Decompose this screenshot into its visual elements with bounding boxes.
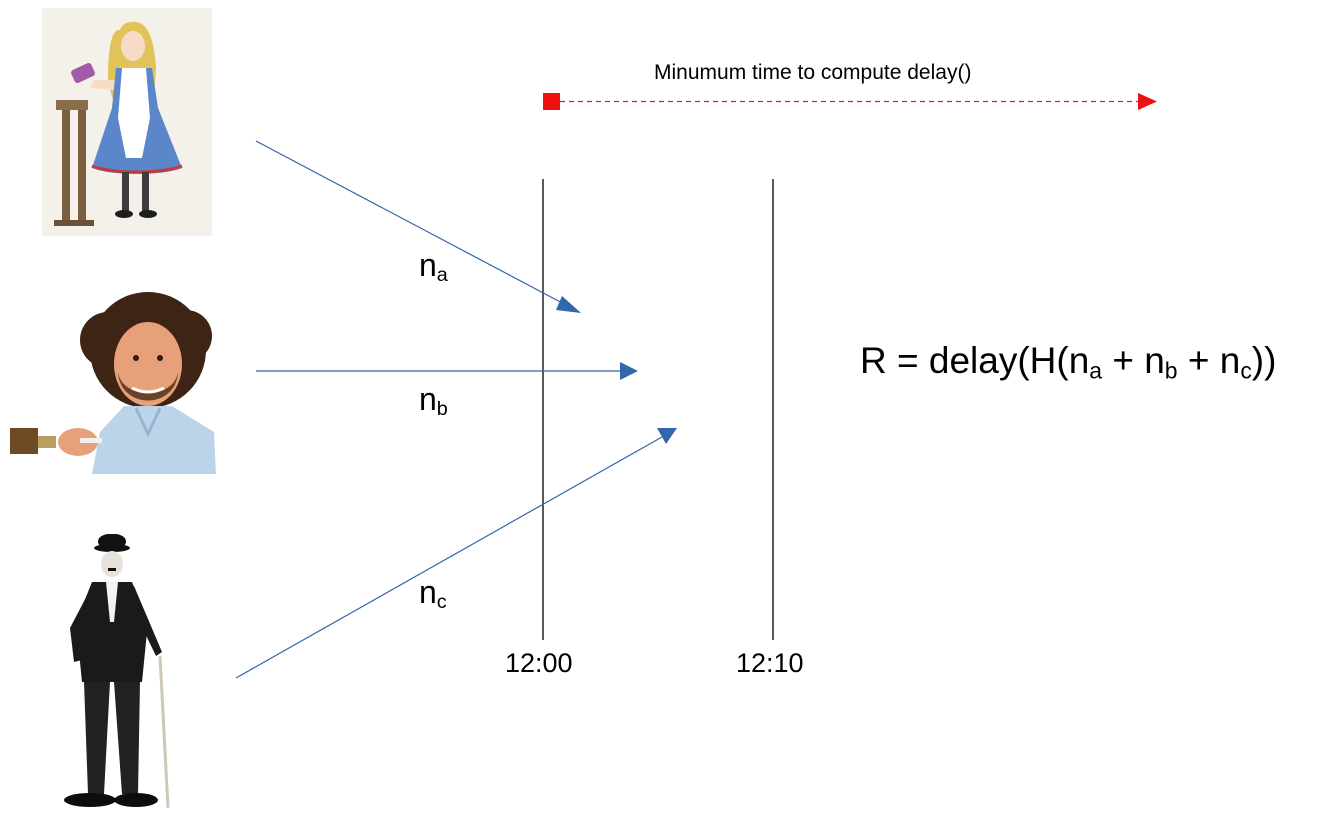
formula: R = delay(H(na + nb + nc))	[860, 340, 1276, 382]
label-n-b-base: n	[419, 381, 437, 417]
arrow-n-a-head	[556, 296, 581, 313]
label-n-c-base: n	[419, 574, 437, 610]
formula-n-c: n	[1219, 340, 1241, 381]
label-n-c: nc	[419, 574, 447, 613]
label-n-c-sub: c	[436, 590, 447, 613]
label-n-b: nb	[419, 381, 448, 420]
arrow-n-c	[235, 436, 663, 679]
arrow-n-c-head	[657, 428, 677, 444]
charlie-chaplin-photo	[64, 534, 170, 809]
alice-illustration	[42, 8, 212, 236]
formula-sub-a: a	[1089, 357, 1103, 384]
label-n-a-base: n	[419, 247, 437, 283]
formula-prefix: R = delay(H(	[860, 340, 1069, 381]
label-n-a-sub: a	[436, 263, 448, 286]
label-n-b-sub: b	[436, 397, 448, 420]
formula-sub-b: b	[1164, 357, 1178, 384]
arrow-n-b-head	[620, 362, 638, 380]
time-label-1210: 12:10	[736, 648, 804, 678]
formula-n-a: n	[1068, 340, 1090, 381]
formula-plus-2: +	[1177, 340, 1220, 381]
bob-ross-photo	[10, 292, 216, 474]
formula-plus-1: +	[1102, 340, 1145, 381]
arrow-n-a	[255, 140, 567, 306]
time-label-1200: 12:00	[505, 648, 573, 678]
timing-arrow-head	[1138, 93, 1157, 110]
formula-sub-c: c	[1240, 357, 1252, 384]
formula-suffix: ))	[1251, 340, 1277, 381]
label-n-a: na	[419, 247, 448, 286]
timing-start-marker	[543, 93, 560, 110]
formula-n-b: n	[1144, 340, 1165, 381]
timing-caption: Minumum time to compute delay()	[654, 61, 972, 84]
